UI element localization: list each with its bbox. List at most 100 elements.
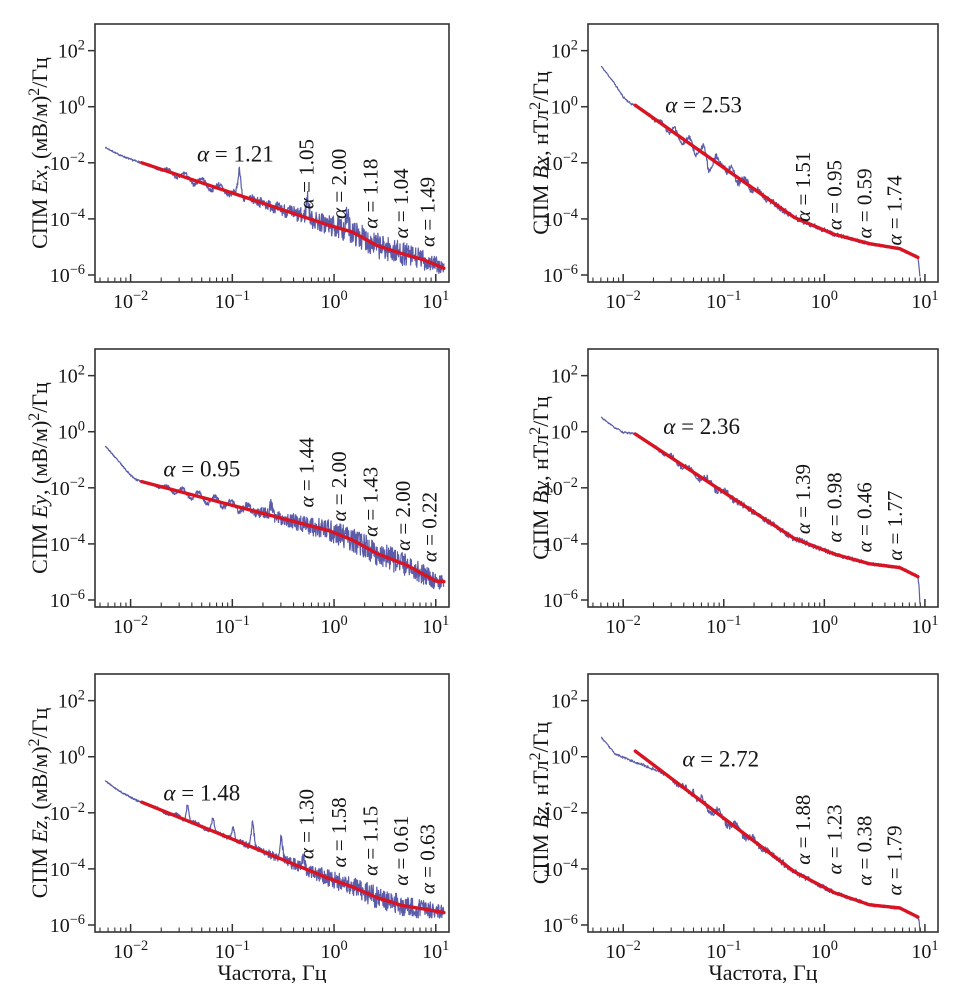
y-tick-label: 10−2 — [543, 800, 578, 825]
x-tick-label: 10−1 — [706, 938, 741, 963]
alpha-annotation-rotated: α = 0.98 — [822, 472, 846, 542]
y-axis-label: СПМ Ez, (мВ/м)2/Гц — [26, 708, 52, 899]
y-tick-label: 10−4 — [543, 531, 578, 556]
plot-frame — [94, 348, 450, 608]
plot-frame — [587, 348, 939, 608]
x-tick-label: 101 — [911, 613, 938, 638]
alpha-annotation-rotated: α = 2.00 — [327, 149, 351, 219]
x-tick-label: 101 — [422, 938, 449, 963]
y-tick-label: 100 — [551, 94, 578, 119]
y-axis-label: СПМ Ex, (мВ/м)2/Гц — [26, 57, 52, 249]
alpha-annotation-rotated: α = 0.38 — [853, 816, 877, 886]
x-tick-label: 101 — [911, 288, 938, 313]
alpha-annotation-rotated: α = 1.15 — [359, 806, 383, 876]
x-tick-label: 10−2 — [606, 938, 641, 963]
x-tick-label: 100 — [811, 938, 838, 963]
alpha-annotation-rotated: α = 2.00 — [327, 451, 351, 521]
alpha-annotation-rotated: α = 1.51 — [791, 152, 815, 222]
y-tick-label: 10−6 — [543, 262, 578, 287]
x-axis-label: Частота, Гц — [708, 960, 817, 983]
y-tick-label: 102 — [551, 38, 578, 63]
x-tick-label: 10−1 — [215, 288, 250, 313]
x-tick-label: 10−1 — [215, 613, 250, 638]
y-tick-label: 100 — [551, 744, 578, 769]
y-axis-label: СПМ Bx, нТл2/Гц — [527, 71, 553, 235]
plot-frame — [587, 673, 939, 933]
y-tick-label: 100 — [58, 744, 85, 769]
fit-line-Ez — [140, 800, 446, 915]
alpha-annotation-rotated: α = 1.74 — [883, 175, 907, 246]
x-tick-label: 10−2 — [606, 613, 641, 638]
y-tick-label: 100 — [58, 94, 85, 119]
x-tick-label: 10−2 — [113, 613, 148, 638]
alpha-annotation-rotated: α = 1.39 — [791, 464, 815, 534]
x-tick-label: 101 — [422, 613, 449, 638]
alpha-annotation-rotated: α = 1.18 — [359, 159, 383, 229]
y-tick-label: 10−6 — [50, 587, 85, 612]
y-axis-label: СПМ Ey, (мВ/м)2/Гц — [26, 382, 52, 574]
x-tick-label: 100 — [320, 613, 347, 638]
fit-line-Ex — [140, 161, 446, 270]
alpha-annotation-rotated: α = 0.63 — [416, 824, 440, 894]
x-tick-label: 10−2 — [606, 288, 641, 313]
x-tick-label: 100 — [811, 613, 838, 638]
chart-cell-By: 10−2 10−1 100 101 102 100 10−2 10−4 10−6 СПМ By, … — [485, 325, 970, 650]
alpha-annotation-rotated: α = 1.43 — [359, 467, 383, 537]
y-tick-label: 10−6 — [543, 587, 578, 612]
alpha-annotation-main: α = 2.72 — [682, 747, 759, 772]
alpha-annotation-rotated: α = 1.58 — [327, 797, 351, 867]
x-tick-label: 10−1 — [215, 938, 250, 963]
alpha-annotation-rotated: α = 1.23 — [822, 804, 846, 874]
y-tick-label: 10−6 — [543, 912, 578, 937]
chart-cell-Bz: 10−2 10−1 100 101 102 100 10−2 10−4 10−6 СПМ Bz, … — [485, 650, 970, 988]
alpha-annotation-main: α = 2.53 — [665, 92, 742, 117]
y-tick-label: 10−2 — [50, 800, 85, 825]
alpha-annotation-rotated: α = 0.46 — [853, 482, 877, 552]
y-tick-label: 102 — [58, 688, 85, 713]
alpha-annotation-main: α = 1.48 — [163, 781, 240, 806]
alpha-annotation-rotated: α = 1.88 — [791, 795, 815, 865]
x-axis-label: Частота, Гц — [217, 960, 326, 983]
chart-Bz-psd-plot: 10−2 10−1 100 101 102 100 10−2 10−4 10−6 СПМ Bz, … — [527, 673, 939, 985]
x-tick-label: 101 — [422, 288, 449, 313]
plot-area-Ey — [104, 445, 446, 590]
y-tick-label: 10−2 — [50, 475, 85, 500]
chart-By-psd-plot: 10−2 10−1 100 101 102 100 10−2 10−4 10−6 СПМ By, … — [527, 348, 939, 638]
x-tick-label: 101 — [911, 938, 938, 963]
alpha-annotation-rotated: α = 1.05 — [295, 139, 319, 209]
alpha-annotation-rotated: α = 1.49 — [416, 177, 440, 247]
alpha-annotation-main: α = 0.95 — [163, 457, 240, 482]
plot-area-By — [600, 416, 921, 604]
alpha-annotation-rotated: α = 2.00 — [391, 481, 415, 551]
chart-cell-Ex: 10−2 10−1 100 101 102 100 10−2 10−4 10−6 СПМ Ex, … — [0, 0, 485, 325]
x-tick-label: 10−1 — [706, 288, 741, 313]
plot-area-Ex — [104, 146, 446, 274]
y-axis-label: СПМ Bz, нТл2/Гц — [527, 722, 553, 884]
x-tick-label: 10−2 — [113, 938, 148, 963]
plot-frame — [94, 673, 450, 933]
chart-cell-Bx: 10−2 10−1 100 101 102 100 10−2 10−4 10−6 СПМ Bx, … — [485, 0, 970, 325]
y-tick-label: 102 — [58, 363, 85, 388]
chart-cell-Ez: 10−2 10−1 100 101 102 100 10−2 10−4 10−6 СПМ Ez, … — [0, 650, 485, 988]
y-tick-label: 10−6 — [50, 262, 85, 287]
fit-line-Bz — [633, 749, 920, 919]
y-tick-label: 102 — [551, 688, 578, 713]
plot-frame — [94, 23, 450, 283]
y-tick-label: 10−2 — [543, 475, 578, 500]
y-tick-label: 10−4 — [50, 206, 85, 231]
plot-area-Ez — [104, 780, 446, 919]
y-tick-label: 102 — [551, 363, 578, 388]
plot-area-Bz — [600, 736, 921, 932]
y-tick-label: 10−4 — [50, 531, 85, 556]
y-tick-label: 10−4 — [543, 206, 578, 231]
fit-line-Bx — [633, 103, 920, 260]
chart-Ey-psd-plot: 10−2 10−1 100 101 102 100 10−2 10−4 10−6 СПМ Ey, … — [26, 348, 450, 638]
x-tick-label: 100 — [320, 288, 347, 313]
x-tick-label: 100 — [320, 938, 347, 963]
alpha-annotation-rotated: α = 0.61 — [389, 816, 413, 886]
y-axis-label: СПМ By, нТл2/Гц — [527, 396, 553, 560]
y-tick-label: 10−4 — [50, 856, 85, 881]
x-tick-label: 10−2 — [113, 288, 148, 313]
chart-cell-Ey: 10−2 10−1 100 101 102 100 10−2 10−4 10−6 СПМ Ey, … — [0, 325, 485, 650]
